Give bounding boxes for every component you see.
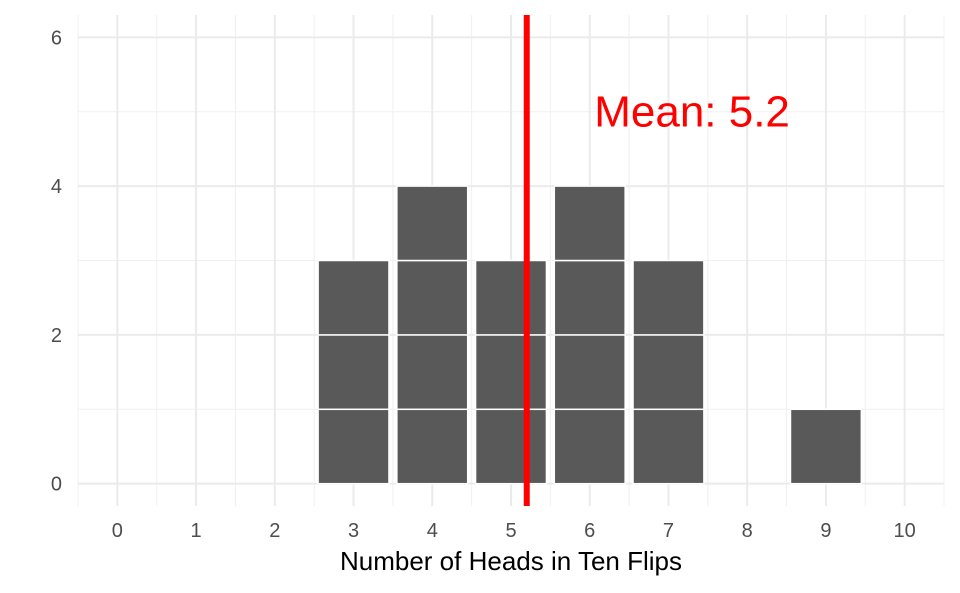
y-tick-label: 2: [51, 325, 62, 347]
mean-annotation: Mean: 5.2: [594, 88, 790, 137]
bar-segment: [474, 334, 548, 411]
x-tick-label: 6: [584, 520, 595, 542]
bar-segment: [396, 408, 469, 485]
x-tick-label: 4: [427, 520, 438, 542]
x-tick-label: 3: [348, 520, 359, 542]
x-tick-label: 8: [742, 520, 753, 542]
bar-segment: [632, 334, 705, 411]
bar-segment: [553, 334, 626, 411]
bar-segment: [396, 185, 469, 262]
x-tick-label: 10: [894, 520, 916, 542]
x-axis-tick-labels: 0 1 2 3 4 5 6 7 8 9 10: [112, 520, 916, 542]
x-tick-label: 9: [820, 520, 831, 542]
bar-segment: [553, 408, 626, 485]
y-axis-tick-labels: 0 2 4 6: [51, 27, 62, 495]
x-axis-title: Number of Heads in Ten Flips: [340, 546, 682, 576]
x-tick-label: 1: [191, 520, 202, 542]
x-tick-label: 0: [112, 520, 123, 542]
bar-segment: [789, 408, 863, 485]
bar-segment: [317, 408, 390, 485]
y-tick-label: 6: [51, 27, 62, 49]
bar-segment: [553, 185, 626, 262]
bar-segment: [317, 334, 390, 411]
bar-segment: [632, 259, 705, 336]
y-tick-label: 0: [51, 474, 62, 496]
bar-segment: [474, 408, 548, 485]
y-tick-label: 4: [51, 176, 62, 198]
x-tick-label: 2: [269, 520, 280, 542]
x-tick-label: 7: [663, 520, 674, 542]
bar-segment: [317, 259, 390, 336]
bar-segment: [474, 259, 548, 336]
x-tick-label: 5: [505, 520, 516, 542]
bar-segment: [396, 334, 469, 411]
bar-segment: [553, 259, 626, 336]
bar-segment: [632, 408, 705, 485]
bars: [317, 185, 863, 485]
bar-segment: [396, 259, 469, 336]
